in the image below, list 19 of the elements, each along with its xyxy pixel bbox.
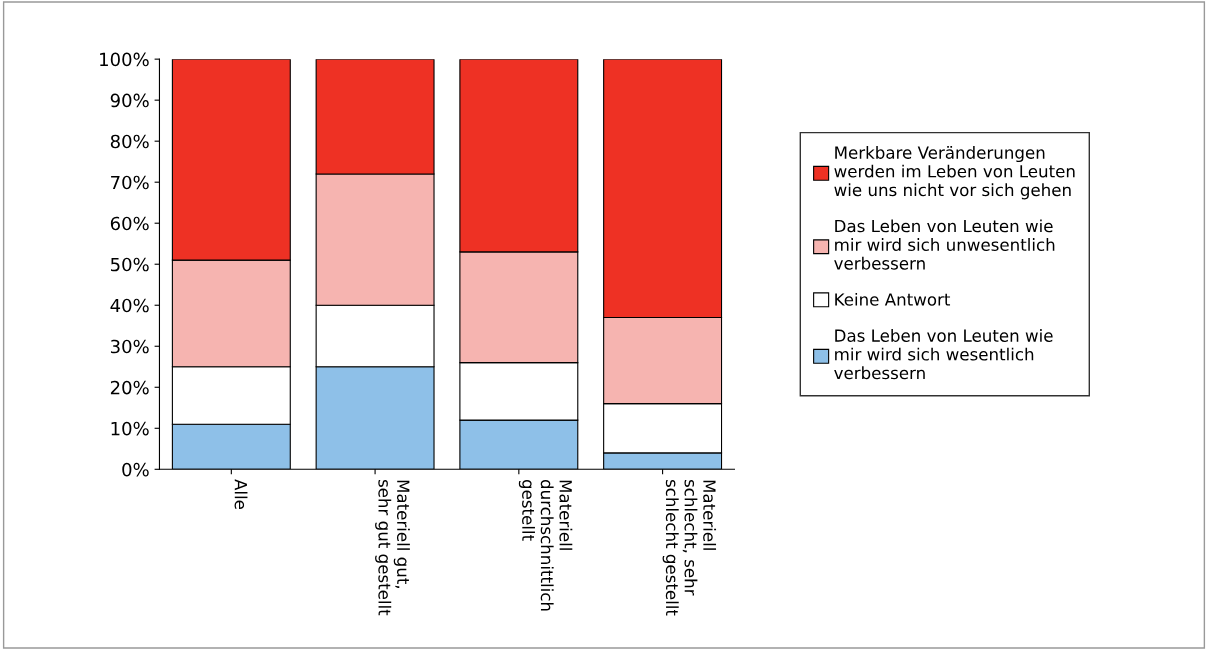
y-tick-label: 60% [110,216,149,231]
y-tick-label: 80% [110,134,149,149]
y-tick-label: 100% [100,52,149,67]
y-tick-label: 30% [110,339,149,354]
y-tick-label: 10% [111,421,149,436]
x-tick-label: Materiell durchschnittlich gestellt [518,479,573,611]
x-tick-label: Materiell gut, sehr gut gestellt [375,479,410,616]
legend-label: Keine Antwort [835,292,951,306]
y-tick-label: 40% [110,298,149,313]
legend-label: Das Leben von Leuten wie mir wird sich wesentlich verbessern [834,329,1053,380]
legend-label: Merkbare Veränderungen werden im Leben von Leuten wie uns nicht vor sich gehen [834,145,1075,200]
y-tick-label: 70% [111,175,149,190]
y-tick-label: 20% [110,380,149,395]
x-tick-label: Alle [234,479,248,510]
legend-label: Das Leben von Leuten wie mir wird sich unwesentlich verbessern [834,219,1055,270]
x-tick-label: Materiell schlecht, sehr schlecht gestellt [662,479,717,616]
y-tick-label: 0% [122,462,149,477]
y-tick-label: 90% [110,93,149,108]
y-tick-label: 50% [111,257,149,272]
